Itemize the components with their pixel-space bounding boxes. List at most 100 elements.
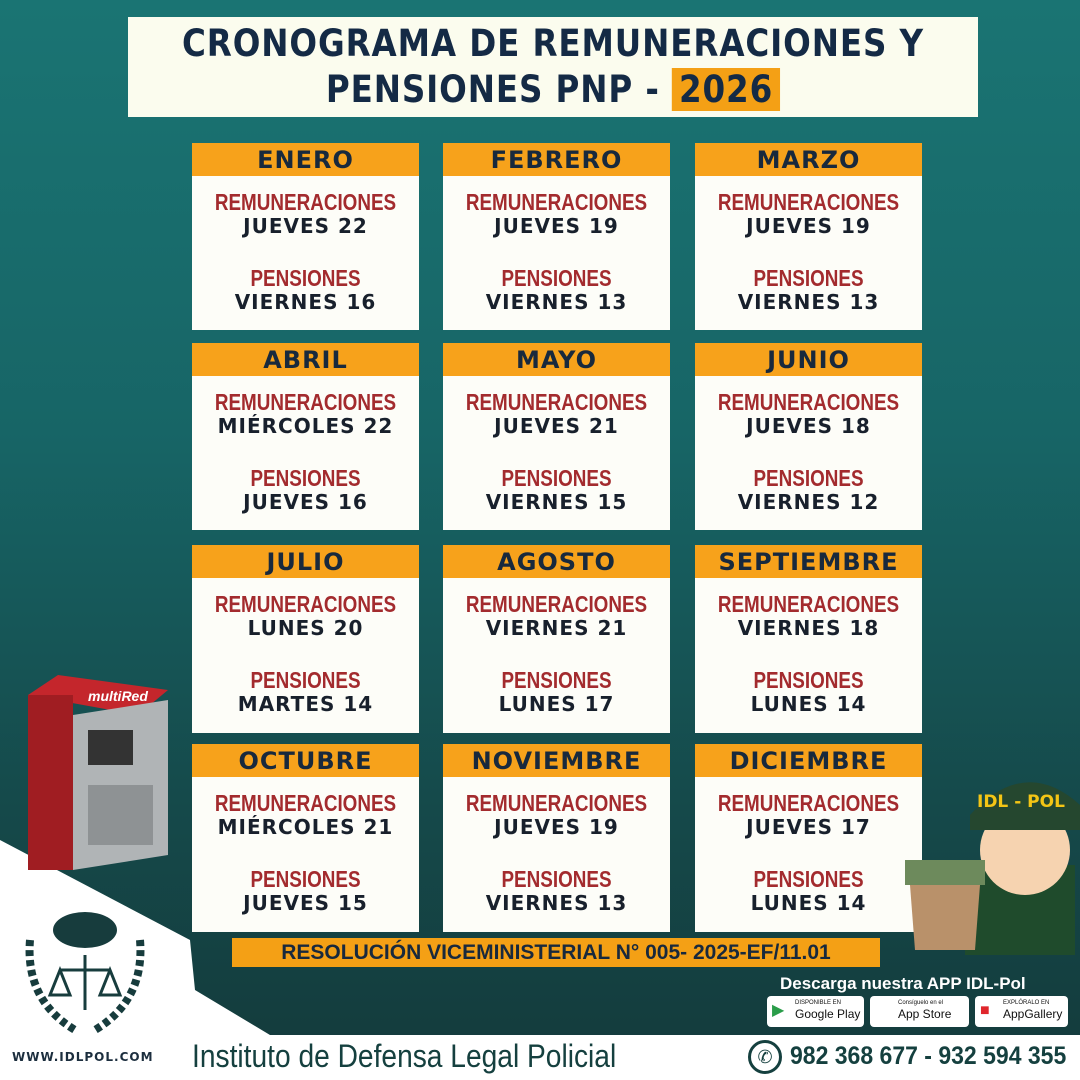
whatsapp-icon: ✆ [748, 1040, 782, 1074]
mascot-cap-text: IDL - POL [977, 792, 1065, 812]
phone-numbers: 982 368 677 - 932 594 355 [790, 1042, 1067, 1070]
remuneraciones-label: REMUNERACIONES [465, 189, 648, 215]
month-name: ABRIL [192, 343, 419, 376]
remuneraciones-date: MIÉRCOLES 21 [217, 815, 394, 839]
institute-name: Instituto de Defensa Legal Policial [192, 1038, 617, 1074]
title-line-2-wrap: PENSIONES PNP - 2026 [179, 67, 927, 113]
remuneraciones-label: REMUNERACIONES [214, 591, 397, 617]
store-caption: Consíguelo en el [898, 1000, 944, 1006]
store-caption: DISPONIBLE EN [795, 1000, 842, 1006]
remuneraciones-date: JUEVES 19 [494, 815, 619, 839]
month-card-diciembre: DICIEMBRE REMUNERACIONES JUEVES 17 PENSI… [695, 744, 922, 932]
mascot-cap [970, 782, 1080, 830]
month-card-enero: ENERO REMUNERACIONES JUEVES 22 PENSIONES… [192, 143, 419, 330]
month-name: DICIEMBRE [695, 744, 922, 777]
remuneraciones-date: JUEVES 21 [494, 414, 619, 438]
pensiones-label: PENSIONES [501, 465, 612, 491]
month-name: JULIO [192, 545, 419, 578]
atm-side [28, 695, 73, 870]
month-card-septiembre: SEPTIEMBRE REMUNERACIONES VIERNES 18 PEN… [695, 545, 922, 733]
pensiones-label: PENSIONES [250, 465, 361, 491]
remuneraciones-date: JUEVES 22 [243, 214, 368, 238]
month-card-noviembre: NOVIEMBRE REMUNERACIONES JUEVES 19 PENSI… [443, 744, 670, 932]
resolution-banner: RESOLUCIÓN VICEMINISTERIAL N° 005- 2025-… [232, 938, 880, 967]
month-name: FEBRERO [443, 143, 670, 176]
police-mascot-illustration: IDL - POL [905, 782, 1080, 955]
atm-panel [88, 785, 153, 845]
pensiones-date: LUNES 14 [750, 891, 867, 915]
month-card-mayo: MAYO REMUNERACIONES JUEVES 21 PENSIONES … [443, 343, 670, 530]
pensiones-label: PENSIONES [501, 265, 612, 291]
month-card-junio: JUNIO REMUNERACIONES JUEVES 18 PENSIONES… [695, 343, 922, 530]
remuneraciones-date: JUEVES 18 [746, 414, 871, 438]
remuneraciones-label: REMUNERACIONES [465, 591, 648, 617]
google-play-icon: ▶ [772, 1002, 785, 1019]
google-play-badge[interactable]: ▶ DISPONIBLE EN Google Play [767, 996, 864, 1027]
remuneraciones-label: REMUNERACIONES [717, 790, 900, 816]
pensiones-date: JUEVES 15 [243, 891, 368, 915]
pensiones-date: VIERNES 13 [737, 290, 880, 314]
remuneraciones-date: JUEVES 17 [746, 815, 871, 839]
store-name: Google Play [795, 1007, 861, 1021]
cap-icon [53, 912, 117, 948]
atm-top [28, 675, 168, 715]
pensiones-date: VIERNES 15 [485, 490, 628, 514]
huawei-icon: ■ [980, 1002, 990, 1019]
remuneraciones-label: REMUNERACIONES [214, 790, 397, 816]
pensiones-label: PENSIONES [753, 265, 864, 291]
month-card-octubre: OCTUBRE REMUNERACIONES MIÉRCOLES 21 PENS… [192, 744, 419, 932]
app-store-badge[interactable]: Consíguelo en el App Store [870, 996, 969, 1027]
pensiones-date: VIERNES 13 [485, 891, 628, 915]
pensiones-date: VIERNES 16 [234, 290, 377, 314]
remuneraciones-label: REMUNERACIONES [214, 389, 397, 415]
month-name: AGOSTO [443, 545, 670, 578]
website-link[interactable]: WWW.IDLPOL.COM [12, 1050, 154, 1064]
pensiones-date: MARTES 14 [237, 692, 374, 716]
month-card-julio: JULIO REMUNERACIONES LUNES 20 PENSIONES … [192, 545, 419, 733]
month-name: JUNIO [695, 343, 922, 376]
month-name: ENERO [192, 143, 419, 176]
pensiones-label: PENSIONES [250, 265, 361, 291]
title-line-1: CRONOGRAMA DE REMUNERACIONES Y [182, 22, 924, 65]
month-card-agosto: AGOSTO REMUNERACIONES VIERNES 21 PENSION… [443, 545, 670, 733]
remuneraciones-date: LUNES 20 [247, 616, 364, 640]
appgallery-badge[interactable]: ■ EXPLÓRALO EN AppGallery [975, 996, 1068, 1027]
download-app-text: Descarga nuestra APP IDL-Pol [780, 974, 1026, 993]
month-card-marzo: MARZO REMUNERACIONES JUEVES 19 PENSIONES… [695, 143, 922, 330]
remuneraciones-label: REMUNERACIONES [465, 790, 648, 816]
atm-brand: multiRed [88, 688, 148, 704]
month-name: MARZO [695, 143, 922, 176]
idlpol-logo [25, 912, 145, 1034]
remuneraciones-date: JUEVES 19 [746, 214, 871, 238]
pensiones-label: PENSIONES [250, 866, 361, 892]
store-caption: EXPLÓRALO EN [1003, 1000, 1050, 1006]
footer-bar [0, 1035, 1080, 1080]
pensiones-date: LUNES 17 [498, 692, 615, 716]
pensiones-date: VIERNES 13 [485, 290, 628, 314]
pensiones-date: LUNES 14 [750, 692, 867, 716]
title-banner: CRONOGRAMA DE REMUNERACIONES Y PENSIONES… [128, 17, 978, 117]
remuneraciones-label: REMUNERACIONES [717, 189, 900, 215]
laurel-icon [25, 939, 145, 1034]
pensiones-label: PENSIONES [250, 667, 361, 693]
remuneraciones-label: REMUNERACIONES [717, 389, 900, 415]
remuneraciones-label: REMUNERACIONES [214, 189, 397, 215]
remuneraciones-date: VIERNES 18 [737, 616, 880, 640]
atm-illustration: multiRed [28, 675, 168, 870]
pensiones-label: PENSIONES [753, 465, 864, 491]
scales-icon [47, 955, 123, 1010]
title-year: 2026 [671, 68, 781, 111]
month-name: MAYO [443, 343, 670, 376]
store-name: App Store [898, 1007, 952, 1021]
month-card-febrero: FEBRERO REMUNERACIONES JUEVES 19 PENSION… [443, 143, 670, 330]
store-name: AppGallery [1003, 1007, 1063, 1021]
pensiones-date: VIERNES 12 [737, 490, 880, 514]
cash-stack [905, 860, 985, 885]
pensiones-date: JUEVES 16 [243, 490, 368, 514]
money-bag [910, 870, 980, 950]
pensiones-label: PENSIONES [501, 866, 612, 892]
atm-screen [88, 730, 133, 765]
pensiones-label: PENSIONES [753, 667, 864, 693]
month-name: SEPTIEMBRE [695, 545, 922, 578]
pensiones-label: PENSIONES [501, 667, 612, 693]
